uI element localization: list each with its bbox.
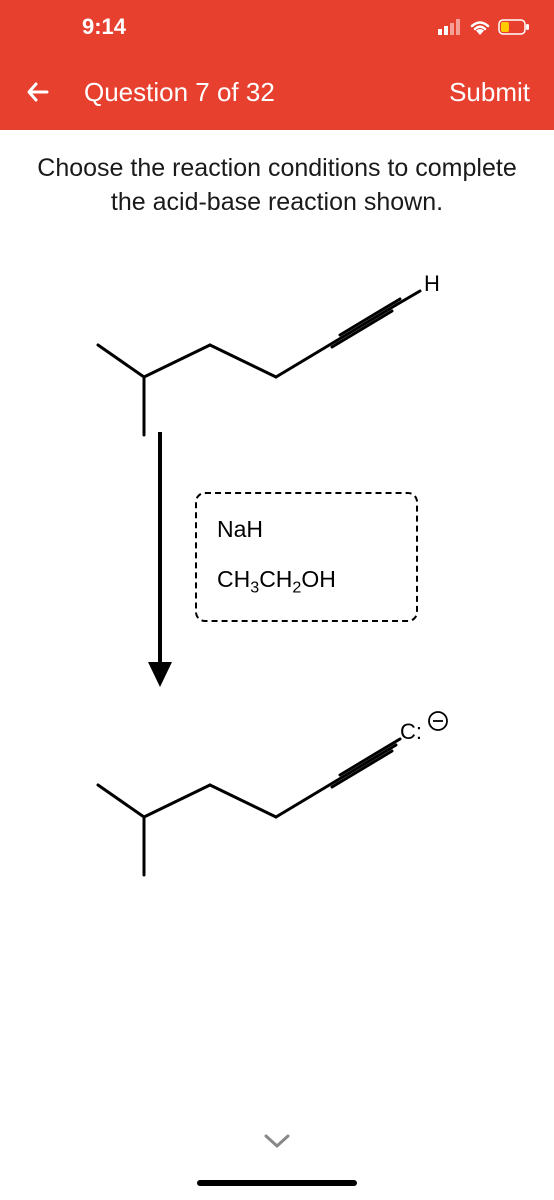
back-button[interactable] xyxy=(24,79,52,105)
reaction-arrow xyxy=(140,432,180,692)
expand-button[interactable] xyxy=(263,1133,291,1154)
question-title: Question 7 of 32 xyxy=(84,77,449,108)
top-molecule: H xyxy=(80,267,440,467)
cellular-icon xyxy=(438,19,462,35)
wifi-icon xyxy=(468,18,492,36)
status-bar: 9:14 xyxy=(0,0,554,54)
reagent-line-2: CH3CH2OH xyxy=(217,566,396,598)
status-time: 9:14 xyxy=(82,14,126,40)
chevron-down-icon xyxy=(263,1133,291,1149)
bottom-bar xyxy=(0,1120,554,1200)
diagram-area: H NaH CH3CH2OH C: xyxy=(0,232,554,972)
status-icons xyxy=(438,18,530,36)
home-indicator[interactable] xyxy=(197,1180,357,1186)
question-prompt: Choose the reaction conditions to comple… xyxy=(0,130,554,232)
reagent-box[interactable]: NaH CH3CH2OH xyxy=(195,492,418,622)
svg-text:C:: C: xyxy=(400,719,422,744)
reagent-line-1: NaH xyxy=(217,516,396,543)
svg-text:H: H xyxy=(424,271,440,296)
back-arrow-icon xyxy=(25,79,51,105)
battery-icon xyxy=(498,19,530,35)
bottom-molecule: C: xyxy=(80,697,460,917)
header-bar: Question 7 of 32 Submit xyxy=(0,54,554,130)
submit-button[interactable]: Submit xyxy=(449,77,530,108)
